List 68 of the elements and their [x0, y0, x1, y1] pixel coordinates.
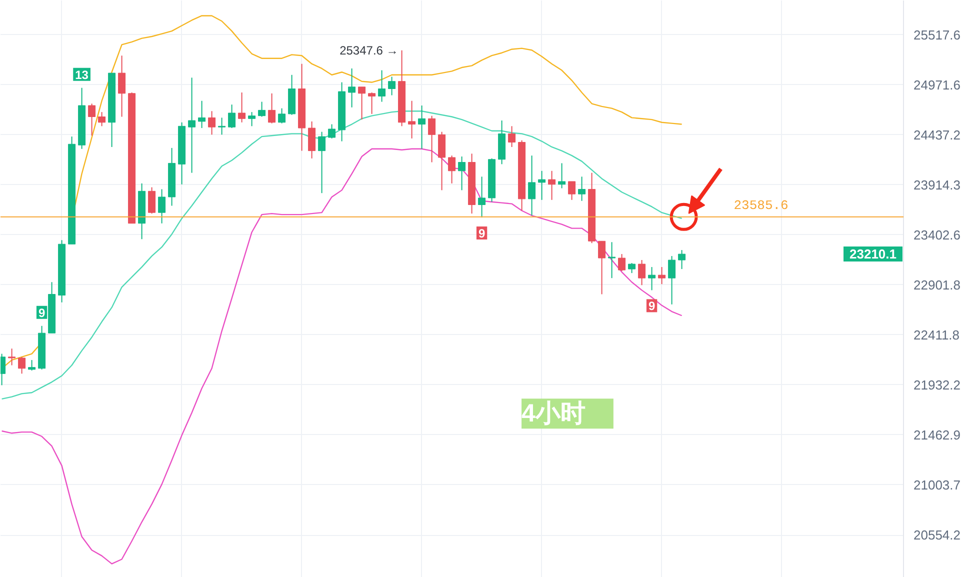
candlestick	[8, 348, 16, 366]
candlestick	[388, 76, 396, 96]
annotation: 9	[478, 226, 486, 240]
candlestick	[228, 104, 236, 129]
candlestick	[188, 77, 196, 174]
candlestick	[348, 68, 356, 108]
candlestick	[408, 100, 416, 139]
candlestick	[638, 260, 646, 286]
candlestick	[238, 92, 246, 123]
candlestick	[508, 126, 516, 148]
candlestick	[378, 70, 386, 102]
candlestick	[668, 256, 676, 305]
candlestick	[218, 117, 226, 136]
candlestick	[548, 170, 556, 200]
candlestick	[258, 101, 266, 118]
candlestick	[18, 356, 26, 374]
candlestick	[328, 124, 336, 139]
annotation: 25347.6 →	[340, 43, 398, 58]
annotation: 9	[648, 299, 656, 314]
candlestick	[148, 186, 156, 214]
y-tick-label: 21462.9	[914, 427, 960, 442]
candlestick	[368, 92, 376, 114]
candlestick	[268, 92, 276, 124]
candlestick	[598, 240, 606, 295]
candlestick	[628, 262, 636, 274]
annotation: 13	[75, 68, 89, 82]
y-tick-label: 25517.6	[914, 27, 960, 42]
candlestick	[568, 180, 576, 200]
candlestick	[318, 131, 326, 194]
candlestick	[658, 266, 666, 285]
candlestick	[428, 115, 436, 163]
candlestick	[118, 55, 126, 118]
y-tick-label: 20554.2	[914, 528, 960, 543]
y-tick-label: 23402.6	[914, 227, 960, 242]
y-tick-label: 22411.8	[914, 327, 960, 342]
candlestick	[678, 250, 686, 270]
candlestick	[308, 120, 316, 159]
candlestick	[28, 360, 36, 371]
y-tick-label: 24971.6	[914, 77, 960, 92]
y-tick-label: 22901.8	[914, 277, 960, 292]
y-tick-label: 23914.3	[914, 177, 960, 192]
candlestick	[538, 170, 546, 200]
candlestick	[458, 156, 466, 191]
candlestick	[208, 110, 216, 136]
y-tick-label: 21003.7	[914, 478, 960, 492]
candlestick	[648, 266, 656, 291]
candlestick	[478, 176, 486, 218]
candlestick	[608, 242, 616, 279]
candlestick	[528, 155, 536, 216]
candlestick	[158, 188, 166, 224]
candlestick	[278, 108, 286, 124]
ref-line-label: 23585.6	[734, 198, 788, 213]
candlestick	[578, 176, 586, 202]
candlestick	[448, 155, 456, 184]
candlestick	[418, 105, 426, 150]
annotation: 4小时	[522, 400, 586, 428]
y-tick-label: 24437.2	[914, 127, 960, 142]
candlestick	[618, 254, 626, 272]
y-tick-label: 21932.2	[914, 377, 960, 392]
candlestick	[438, 131, 446, 191]
candlestick	[248, 112, 256, 127]
candlestick	[98, 112, 106, 127]
candlestick	[358, 86, 366, 120]
candlestick	[558, 162, 566, 189]
candlestick	[198, 100, 206, 129]
candlestick	[88, 103, 96, 136]
text: 23210.1	[850, 246, 897, 262]
annotation: 9	[38, 306, 46, 320]
